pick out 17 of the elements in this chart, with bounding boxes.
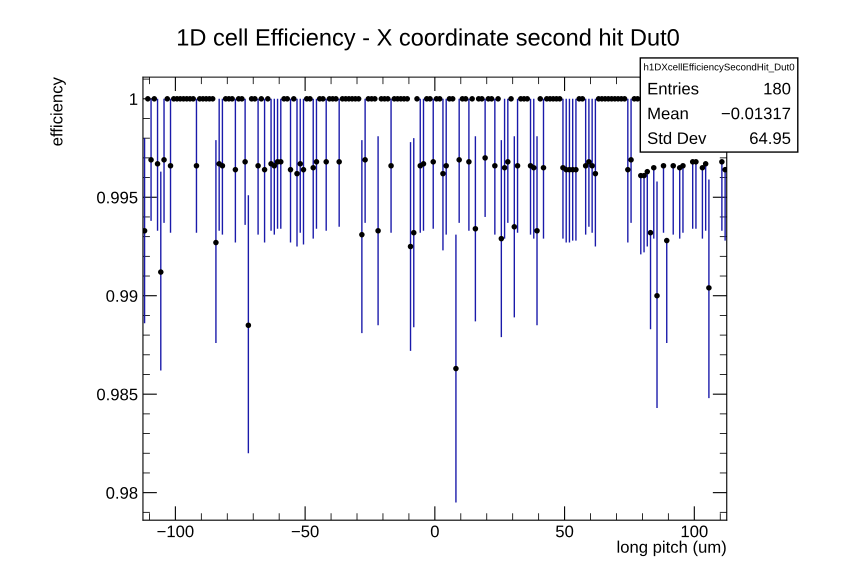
x-tick-label: 0 [430,526,439,538]
x-tick-label: −100 [157,526,194,538]
x-tick-label: 50 [556,526,574,538]
text: h1DXcellEfficiencySecondHit_Dut0 [644,63,794,72]
chart-title: 1D cell Efficiency - X coordinate second hit Dut0 [178,28,679,50]
y-tick-label: 0.995 [97,192,138,204]
y-tick-label: 0.98 [106,487,138,499]
text: Mean −0.01317 [648,108,790,120]
y-tick-label: 0.985 [97,388,138,400]
y-axis-title: efficiency [50,77,66,146]
x-tick-label: −50 [292,526,319,538]
y-tick-label: 0.99 [106,290,138,302]
text: Std Dev 64.95 [648,132,790,144]
y-tick-label: 1 [130,93,138,105]
x-axis-title: long pitch (um) [618,540,726,556]
text: Entries 180 [648,82,790,95]
x-tick-label: 100 [682,526,708,538]
